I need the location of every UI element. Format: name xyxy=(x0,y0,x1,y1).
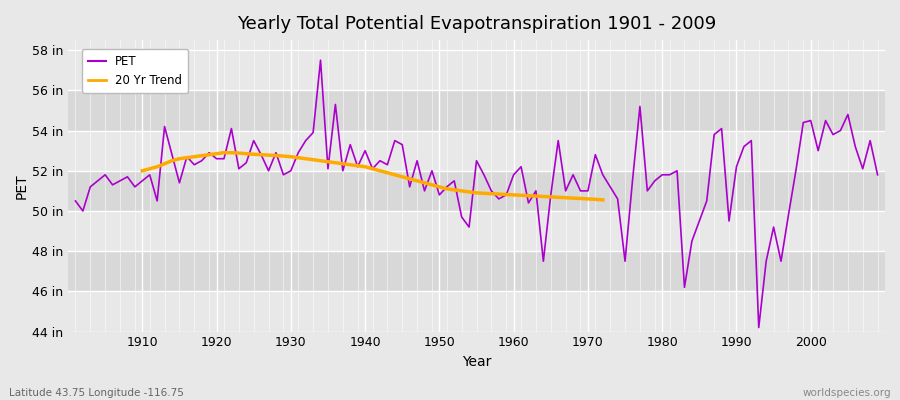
Bar xyxy=(68,211,885,251)
Text: worldspecies.org: worldspecies.org xyxy=(803,388,891,398)
Legend: PET, 20 Yr Trend: PET, 20 Yr Trend xyxy=(82,49,188,93)
Y-axis label: PET: PET xyxy=(15,173,29,199)
Text: Latitude 43.75 Longitude -116.75: Latitude 43.75 Longitude -116.75 xyxy=(9,388,184,398)
X-axis label: Year: Year xyxy=(462,355,491,369)
Bar xyxy=(68,291,885,332)
Title: Yearly Total Potential Evapotranspiration 1901 - 2009: Yearly Total Potential Evapotranspiratio… xyxy=(237,15,716,33)
Bar xyxy=(68,251,885,291)
Bar xyxy=(68,171,885,211)
Bar xyxy=(68,130,885,171)
Bar xyxy=(68,50,885,90)
Bar xyxy=(68,90,885,130)
